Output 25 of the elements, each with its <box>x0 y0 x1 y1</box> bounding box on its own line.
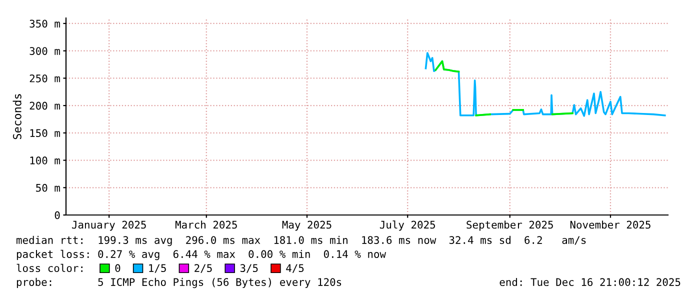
x-tick-label: November 2025 <box>570 220 650 229</box>
text: median rtt: 199.3 ms avg 296.0 ms max 181.0 ms min 183.6 ms now 32.4 ms sd 6.2 am/s <box>16 236 586 246</box>
legend-label: 2/5 <box>194 264 212 273</box>
y-axis-title: Seconds <box>12 94 22 140</box>
y-tick-label: 250 m <box>30 74 60 82</box>
y-tick-label: 300 m <box>30 47 60 55</box>
legend-label: 1/5 <box>149 264 166 273</box>
text: probe: 5 ICMP Echo Pings (56 Bytes) every 120s <box>16 278 342 288</box>
y-tick-label: 150 m <box>30 129 60 138</box>
x-tick-label: July 2025 <box>380 220 436 231</box>
y-tick-label: 50 m <box>36 184 60 192</box>
text: end: Tue Dec 16 21:00:12 2025 <box>500 278 680 286</box>
x-tick-label: September 2025 <box>466 220 553 231</box>
legend-label: 4/5 <box>286 264 304 273</box>
legend-title: loss color: <box>16 264 82 272</box>
y-tick-label: 350 m <box>30 20 60 28</box>
y-tick-label: 100 m <box>30 156 60 164</box>
text: packet loss: 0.27 % avg 6.44 % max 0.00 % min 0.14 % now <box>16 250 386 260</box>
y-tick-label: 0 <box>54 211 60 220</box>
x-tick-label: March 2025 <box>175 220 237 229</box>
legend-label: 0 <box>115 264 120 272</box>
x-tick-label: January 2025 <box>72 220 146 231</box>
x-tick-label: May 2025 <box>282 220 332 231</box>
y-tick-label: 200 m <box>30 102 60 110</box>
legend-label: 3/5 <box>240 264 258 273</box>
